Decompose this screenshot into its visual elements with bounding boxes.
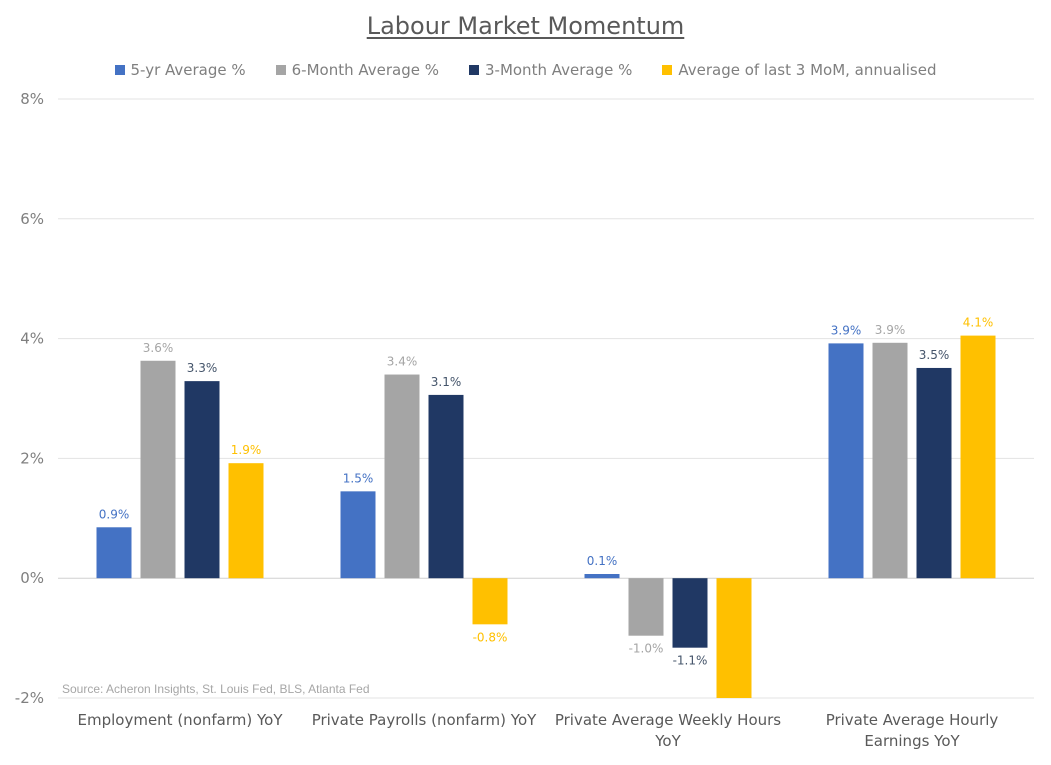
bar: [628, 578, 664, 636]
bar: [96, 527, 132, 579]
x-category-label: Private Payrolls (nonfarm) YoY: [312, 711, 537, 729]
y-tick-label: 6%: [20, 210, 44, 228]
legend-item: Average of last 3 MoM, annualised: [662, 61, 936, 79]
data-label: 0.9%: [99, 507, 130, 521]
data-label: 3.3%: [187, 361, 218, 375]
x-category-label: YoY: [654, 732, 681, 750]
bar: [672, 578, 708, 648]
legend-swatch: [468, 65, 479, 75]
data-label: -1.1%: [673, 654, 708, 668]
legend-swatch: [114, 65, 125, 75]
data-label: 4.1%: [963, 316, 994, 330]
data-label: 3.9%: [831, 323, 862, 337]
y-tick-label: 4%: [20, 330, 44, 348]
data-label: -1.0%: [629, 642, 664, 656]
legend-label: 3-Month Average %: [484, 61, 633, 79]
legend-swatch: [662, 65, 673, 75]
chart-title: Labour Market Momentum: [366, 12, 685, 40]
x-category-label: Employment (nonfarm) YoY: [78, 711, 284, 729]
bar: [872, 342, 908, 579]
bar: [960, 335, 996, 579]
bar: [472, 578, 508, 625]
data-label: 1.9%: [231, 443, 262, 457]
bar: [584, 574, 620, 579]
bar: [140, 360, 176, 579]
bar: [184, 381, 220, 579]
x-category-label: Earnings YoY: [864, 732, 960, 750]
y-tick-label: -2%: [15, 689, 44, 707]
data-label: 3.4%: [387, 355, 418, 369]
x-category-label: Private Average Weekly Hours: [555, 711, 781, 729]
legend-item: 3-Month Average %: [468, 61, 633, 79]
bar: [828, 343, 864, 579]
data-label: 3.1%: [431, 375, 462, 389]
legend-item: 6-Month Average %: [275, 61, 439, 79]
legend-label: Average of last 3 MoM, annualised: [678, 61, 937, 79]
bar: [916, 367, 952, 579]
y-tick-label: 2%: [20, 449, 44, 467]
data-label: 3.5%: [919, 348, 950, 362]
data-label: 3.9%: [875, 323, 906, 337]
legend-label: 5-yr Average %: [130, 61, 246, 79]
source-note: Source: Acheron Insights, St. Louis Fed,…: [62, 682, 370, 696]
y-tick-label: 0%: [20, 569, 44, 587]
bar: [228, 463, 264, 579]
bar: [340, 491, 376, 579]
data-label: 3.6%: [143, 341, 174, 355]
y-tick-label: 8%: [20, 90, 44, 108]
legend-label: 6-Month Average %: [291, 61, 439, 79]
data-label: 0.1%: [587, 554, 618, 568]
legend: 5-yr Average % 6-Month Average % 3-Month A…: [0, 61, 1051, 79]
bar: [384, 374, 420, 579]
x-category-label: Private Average Hourly: [826, 711, 999, 729]
data-label: 1.5%: [343, 471, 374, 485]
bar: [428, 394, 464, 579]
legend-swatch: [275, 65, 286, 75]
bar: [716, 578, 752, 698]
legend-item: 5-yr Average %: [114, 61, 246, 79]
data-label: -0.8%: [473, 630, 508, 644]
